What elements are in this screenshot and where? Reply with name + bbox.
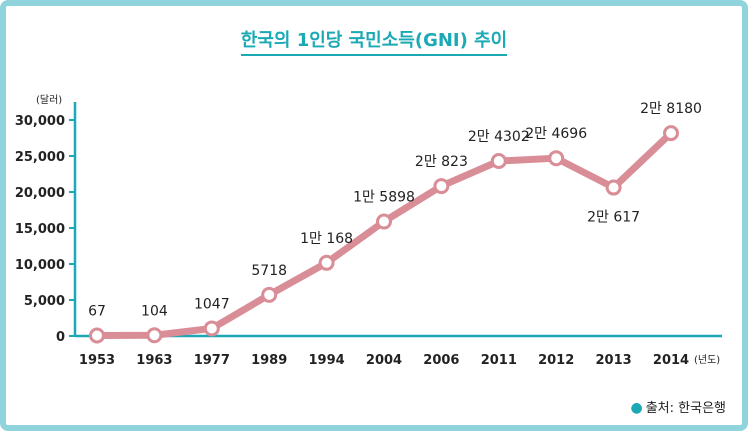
data-point <box>89 327 105 344</box>
data-label: 5718 <box>251 263 287 279</box>
x-tick-label: 2011 <box>481 353 517 368</box>
data-label: 2만 4302 <box>468 129 530 145</box>
series-line <box>93 129 675 340</box>
y-tick-label: 10,000 <box>15 258 65 273</box>
x-tick-label: 1977 <box>194 353 230 368</box>
data-label: 67 <box>88 304 106 320</box>
y-tick-label: 0 <box>56 330 65 345</box>
y-tick-label: 20,000 <box>15 186 65 201</box>
data-point <box>318 254 335 271</box>
data-label: 2만 4696 <box>525 126 587 142</box>
y-tick-label: 5,000 <box>24 294 65 309</box>
x-axis-unit-label: (년도) <box>694 354 720 366</box>
source-note: ● 출처: 한국은행 <box>631 397 727 416</box>
y-axis-unit-label: (달러) <box>36 94 62 106</box>
x-tick-label: 2006 <box>423 353 459 368</box>
x-tick-label: 1994 <box>309 353 345 368</box>
data-label: 1만 168 <box>300 231 353 247</box>
x-tick-label: 1989 <box>251 353 287 368</box>
y-tick-label: 15,000 <box>15 222 65 237</box>
data-point <box>548 150 565 167</box>
data-point <box>203 320 220 337</box>
data-point <box>490 153 507 170</box>
x-tick-label: 1963 <box>136 353 172 368</box>
bullet-icon: ● <box>630 400 643 416</box>
chart-title: 한국의 1인당 국민소득(GNI) 추이 <box>0 26 748 56</box>
data-point <box>376 213 392 230</box>
data-point <box>146 327 163 344</box>
chart-title-text: 한국의 1인당 국민소득(GNI) 추이 <box>240 30 508 56</box>
data-point <box>663 125 679 142</box>
x-tick-label: 2012 <box>538 353 574 368</box>
x-axis: 1953 1963 1977 1989 1994 2004 2006 2011 2012 2013… <box>75 334 722 368</box>
data-point <box>433 178 450 195</box>
x-tick-label: 2013 <box>596 353 632 368</box>
data-label: 2만 617 <box>587 210 640 226</box>
y-tick-label: 30,000 <box>15 114 65 129</box>
x-tick-label: 2004 <box>366 353 402 368</box>
data-label: 1047 <box>194 296 230 312</box>
data-label: 2만 823 <box>415 154 468 170</box>
x-tick-label: 1953 <box>79 353 115 368</box>
data-label: 1만 5898 <box>353 190 415 206</box>
y-axis: (달러) 0 5,000 10,000 15,000 20,000 25,000 30,000 <box>15 94 77 345</box>
data-label: 2만 8180 <box>640 101 702 117</box>
data-point <box>261 286 278 303</box>
source-text: 출처: 한국은행 <box>645 401 726 416</box>
gni-series <box>89 125 679 344</box>
data-point <box>605 179 622 196</box>
x-tick-label: 2014 <box>653 353 689 368</box>
y-tick-label: 25,000 <box>15 150 65 165</box>
data-label: 104 <box>141 303 168 319</box>
